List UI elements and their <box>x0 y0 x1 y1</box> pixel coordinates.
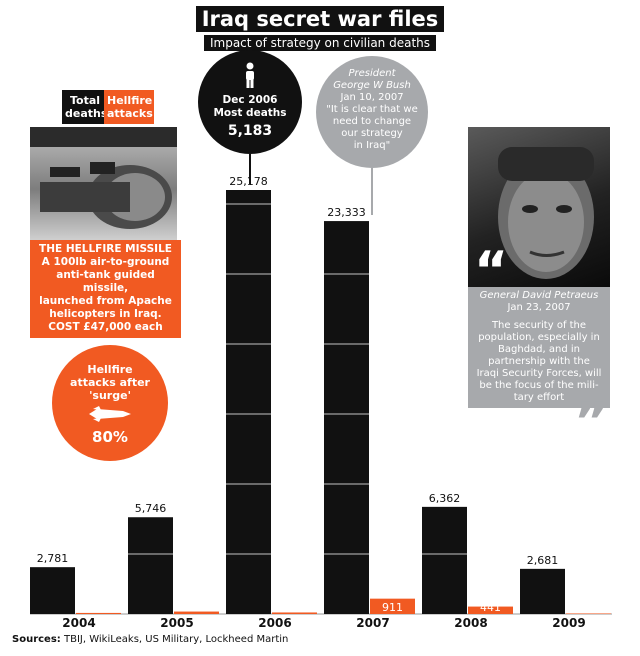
petraeus-date: Jan 23, 2007 <box>507 302 571 313</box>
sources-text: TBIJ, WikiLeaks, US Military, Lockheed M… <box>63 634 289 645</box>
bar-hellfire-attacks-2007 <box>370 598 415 614</box>
bar-value-label-hellfire-2004: 64 <box>92 601 106 614</box>
missile-icon <box>89 406 131 422</box>
chart-title: Iraq secret war files <box>195 6 445 32</box>
bush-title: President <box>348 68 396 79</box>
x-tick-label-2007: 2007 <box>356 616 389 630</box>
x-tick-label-2004: 2004 <box>62 616 95 630</box>
sources-line: Sources: TBIJ, WikiLeaks, US Military, L… <box>12 634 288 645</box>
bar-hellfire-attacks-2008 <box>468 606 513 614</box>
bar-total-deaths-2009 <box>520 568 565 614</box>
hellfire-circle-line-2: attacks after <box>70 376 150 389</box>
bar-total-deaths-2007 <box>324 221 369 614</box>
petraeus-quote-line-4: partnership with the <box>488 356 590 367</box>
bush-quote-line-4: in Iraq" <box>353 140 391 151</box>
bar-value-label-total-2009: 2,681 <box>527 554 559 567</box>
bar-hellfire-attacks-2005 <box>174 611 219 614</box>
close-quote-icon: ” <box>574 392 609 452</box>
petraeus-quote-line-1: The security of the <box>491 320 587 331</box>
open-quote-icon: “ <box>474 241 509 287</box>
bar-value-label-hellfire-2006: 91 <box>288 601 302 614</box>
petraeus-quote-line-6: be the focus of the mili- <box>479 380 599 391</box>
x-tick-label-2008: 2008 <box>454 616 487 630</box>
petraeus-quote-line-2: population, especially in <box>478 332 600 343</box>
petraeus-quote-line-7: tary effort <box>513 392 565 403</box>
petraeus-name: General David Petraeus <box>479 290 599 301</box>
bar-total-deaths-2005 <box>128 517 173 614</box>
bush-quote-line-3: our strategy <box>341 128 403 139</box>
missile-line-4: helicopters in Iraq. <box>49 308 162 320</box>
petraeus-quote-box: General David Petraeus Jan 23, 2007 The … <box>468 287 610 408</box>
petraeus-portrait: “ <box>468 127 610 287</box>
petraeus-portrait-illustration <box>498 147 594 279</box>
bar-value-label-total-2004: 2,781 <box>37 552 69 565</box>
bush-quote-line-2: need to change <box>332 116 412 127</box>
bar-value-label-total-2007: 23,333 <box>327 206 366 219</box>
chart-subtitle: Impact of strategy on civilian deaths <box>203 35 437 51</box>
sources-label: Sources: <box>12 634 61 645</box>
petraeus-quote-line-5: Iraqi Security Forces, will <box>476 368 602 379</box>
bar-value-label-hellfire-2005: 145 <box>186 601 207 614</box>
legend-total-deaths: Total deaths <box>62 90 108 124</box>
bar-value-label-total-2008: 6,362 <box>429 492 461 505</box>
dec-circle-value: 5,183 <box>227 123 273 139</box>
bar-value-label-total-2006: 25,178 <box>229 175 268 188</box>
missile-line-3: launched from Apache <box>39 295 172 307</box>
hellfire-circle-line-3: 'surge' <box>89 389 131 402</box>
missile-line-1: A 100lb air-to-ground <box>41 256 170 268</box>
bar-value-label-hellfire-2009: 32 <box>582 601 596 614</box>
bar-total-deaths-2008 <box>422 506 467 614</box>
missile-heading: THE HELLFIRE MISSILE <box>39 243 172 255</box>
title-wrap: Iraq secret war files <box>0 6 640 32</box>
person-icon <box>246 62 254 88</box>
most-deaths-circle: Dec 2006 Most deaths 5,183 <box>198 50 302 154</box>
legend-hellfire-label: Hellfire attacks <box>107 94 153 120</box>
bar-hellfire-attacks-2009 <box>566 613 611 614</box>
hellfire-circle-line-1: Hellfire <box>87 363 133 376</box>
missile-illustration <box>30 127 177 229</box>
missile-line-2: anti-tank guided missile, <box>56 269 155 294</box>
dec-circle-line-2: Most deaths <box>213 107 287 119</box>
petraeus-quote-line-3: Baghdad, and in <box>498 344 580 355</box>
bar-hellfire-attacks-2006 <box>272 612 317 614</box>
legend-hellfire-attacks: Hellfire attacks <box>104 90 154 124</box>
bar-value-label-hellfire-2007: 911 <box>382 601 403 614</box>
subtitle-wrap: Impact of strategy on civilian deaths <box>0 32 640 51</box>
missile-line-5: COST £47,000 each <box>48 321 163 333</box>
x-tick-label-2005: 2005 <box>160 616 193 630</box>
bar-total-deaths-2004 <box>30 567 75 614</box>
dec-circle-line-1: Dec 2006 <box>222 94 278 106</box>
bar-hellfire-attacks-2004 <box>76 612 121 614</box>
legend-total-label: Total deaths <box>65 94 108 120</box>
bush-quote-circle: President George W Bush Jan 10, 2007 "It… <box>316 56 428 168</box>
bush-name: George W Bush <box>333 80 411 91</box>
x-tick-label-2006: 2006 <box>258 616 291 630</box>
x-tick-label-2009: 2009 <box>552 616 585 630</box>
hellfire-surge-circle: Hellfire attacks after 'surge' 80% <box>52 345 168 461</box>
bar-value-label-total-2005: 5,746 <box>135 502 167 515</box>
bar-value-label-hellfire-2008: 441 <box>480 601 501 614</box>
bush-quote-line-1: "It is clear that we <box>326 104 418 115</box>
hellfire-missile-info: THE HELLFIRE MISSILE A 100lb air-to-grou… <box>30 240 181 338</box>
hellfire-missile-photo <box>30 127 177 240</box>
bush-date: Jan 10, 2007 <box>340 92 404 103</box>
bar-total-deaths-2006 <box>226 190 271 614</box>
hellfire-circle-value: 80% <box>92 428 128 446</box>
